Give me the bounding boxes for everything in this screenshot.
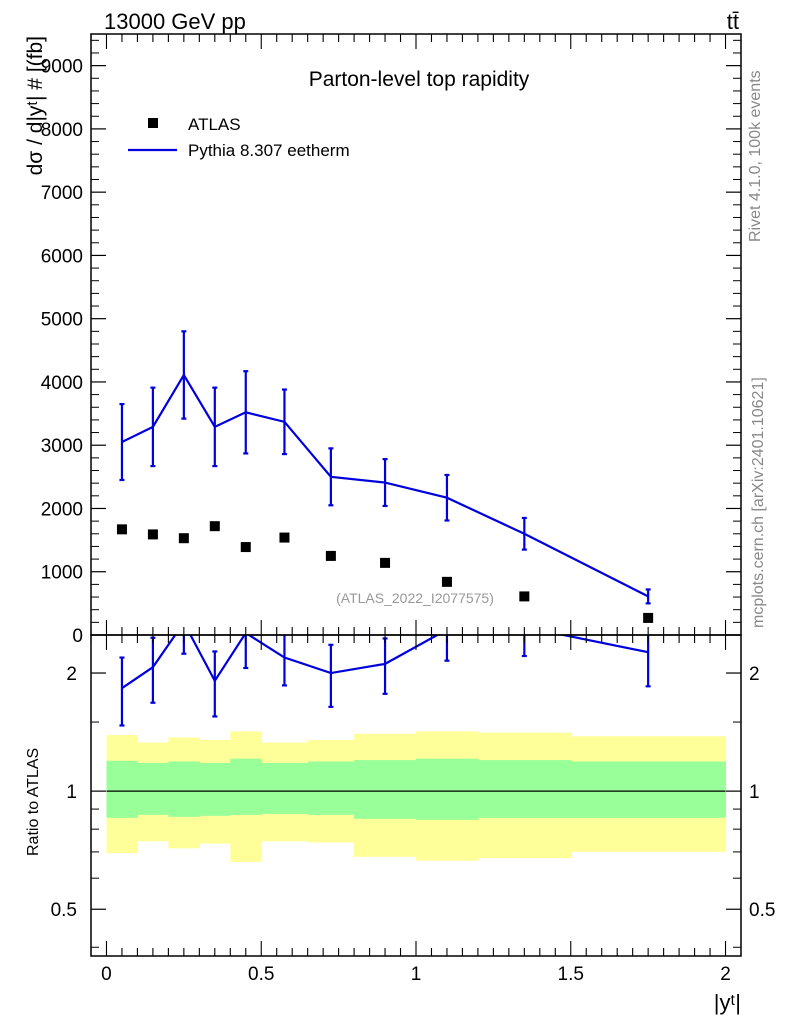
rivet-label: Rivet 4.1.0, 100k events [747,70,764,242]
pythia-error-bar [281,388,287,456]
ratio-error-bar [281,635,287,687]
ratio-y-axis-label: Ratio to ATLAS [25,748,42,856]
main-panel: 0 1000 2000 3000 4000 5000 6000 7000 8000 9000 [41,33,742,647]
analysis-id-label: (ATLAS_2022_I2077575) [336,590,494,606]
ratio-tick-label-right: 1 [749,782,760,803]
x-axis-label: |yᵗ| [714,990,741,1015]
ratio-band-inner [570,761,727,818]
atlas-point [279,532,290,543]
y-tick-label: 8000 [41,120,83,141]
ratio-error-bar [181,635,187,655]
ratio-plot-area [106,635,727,862]
y-tick-label: 9000 [41,57,83,78]
y-tick-label: 4000 [41,373,83,394]
y-tick-label: 2000 [41,499,83,520]
pythia-error-bar [119,402,125,482]
legend-atlas-label: ATLAS [188,115,241,134]
pythia-error-bar [212,386,218,468]
atlas-point [147,529,158,540]
ratio-band-inner [106,760,138,818]
ratio-band-inner [307,761,355,815]
y-tick-label: 7000 [41,183,83,204]
atlas-point [240,542,251,553]
ratio-error-bar [150,636,156,704]
x-tick-label: 1 [411,964,422,985]
ratio-axes: 0 0.5 1 1.5 2 0.5 0.5 1 1 2 2 [51,635,775,985]
ratio-band-inner [230,758,262,815]
pythia-error-bar [150,386,156,468]
y-axis-label: dσ / d|yᵗ| # [(fb] [24,36,47,175]
y-tick-label: 3000 [41,436,83,457]
energy-label: 13000 GeV pp [104,9,246,34]
ratio-error-bar [444,635,450,662]
y-tick-label: 6000 [41,246,83,267]
ratio-band-inner [137,762,169,815]
ratio-error-bar [382,637,388,695]
atlas-point [116,524,127,535]
pythia-error-bar [181,330,187,420]
y-tick-label: 1000 [41,563,83,584]
pythia-error-bar [382,458,388,508]
ratio-band-inner [168,761,200,817]
ratio-band-inner [416,758,479,820]
x-tick-label: 1.5 [558,964,584,985]
atlas-point [209,521,220,532]
main-plot-area [116,330,654,623]
atlas-point [178,533,189,544]
y-tick-label: 0 [72,626,83,647]
atlas-point [380,557,391,568]
ratio-band-inner [477,760,572,818]
ratio-tick-label-right: 2 [749,664,760,685]
pythia-error-bar [243,370,249,455]
ratio-panel: 0 0.5 1 1.5 2 0.5 0.5 1 1 2 2 [51,634,775,985]
ratio-error-bar [119,656,125,727]
mcplots-label: mcplots.cern.ch [arXiv:2401.10621] [750,377,767,628]
atlas-point [325,550,336,561]
ratio-error-bar [521,635,527,658]
ratio-error-bar [645,635,651,688]
plot-title: Parton-level top rapidity [309,68,530,91]
pythia-error-bar [521,516,527,551]
atlas-point [519,591,530,602]
pythia-error-bar [444,473,450,522]
ratio-band-inner [354,760,417,819]
x-tick-label: 2 [720,964,731,985]
ratio-tick-label-left: 1 [66,782,77,803]
ratio-error-bar [212,650,218,718]
y-tick-label: 5000 [41,310,83,331]
ratio-tick-label-right: 0.5 [749,900,775,921]
x-tick-label: 0.5 [248,964,274,985]
ratio-tick-label-left: 2 [66,664,77,685]
legend-atlas-marker [148,118,158,128]
atlas-point [643,612,654,623]
pythia-error-bar [645,588,651,605]
process-label: tt̄ [727,9,739,34]
ratio-tick-label-left: 0.5 [51,900,77,921]
ratio-band-inner [199,762,231,816]
legend-pythia-label: Pythia 8.307 eetherm [188,141,350,160]
ratio-band-inner [261,762,309,814]
ratio-error-bar [328,643,334,708]
pythia-error-bar [328,447,334,507]
atlas-point [441,576,452,587]
x-tick-label: 0 [101,964,112,985]
main-axes: 0 1000 2000 3000 4000 5000 6000 7000 8000 9000 [41,34,741,647]
